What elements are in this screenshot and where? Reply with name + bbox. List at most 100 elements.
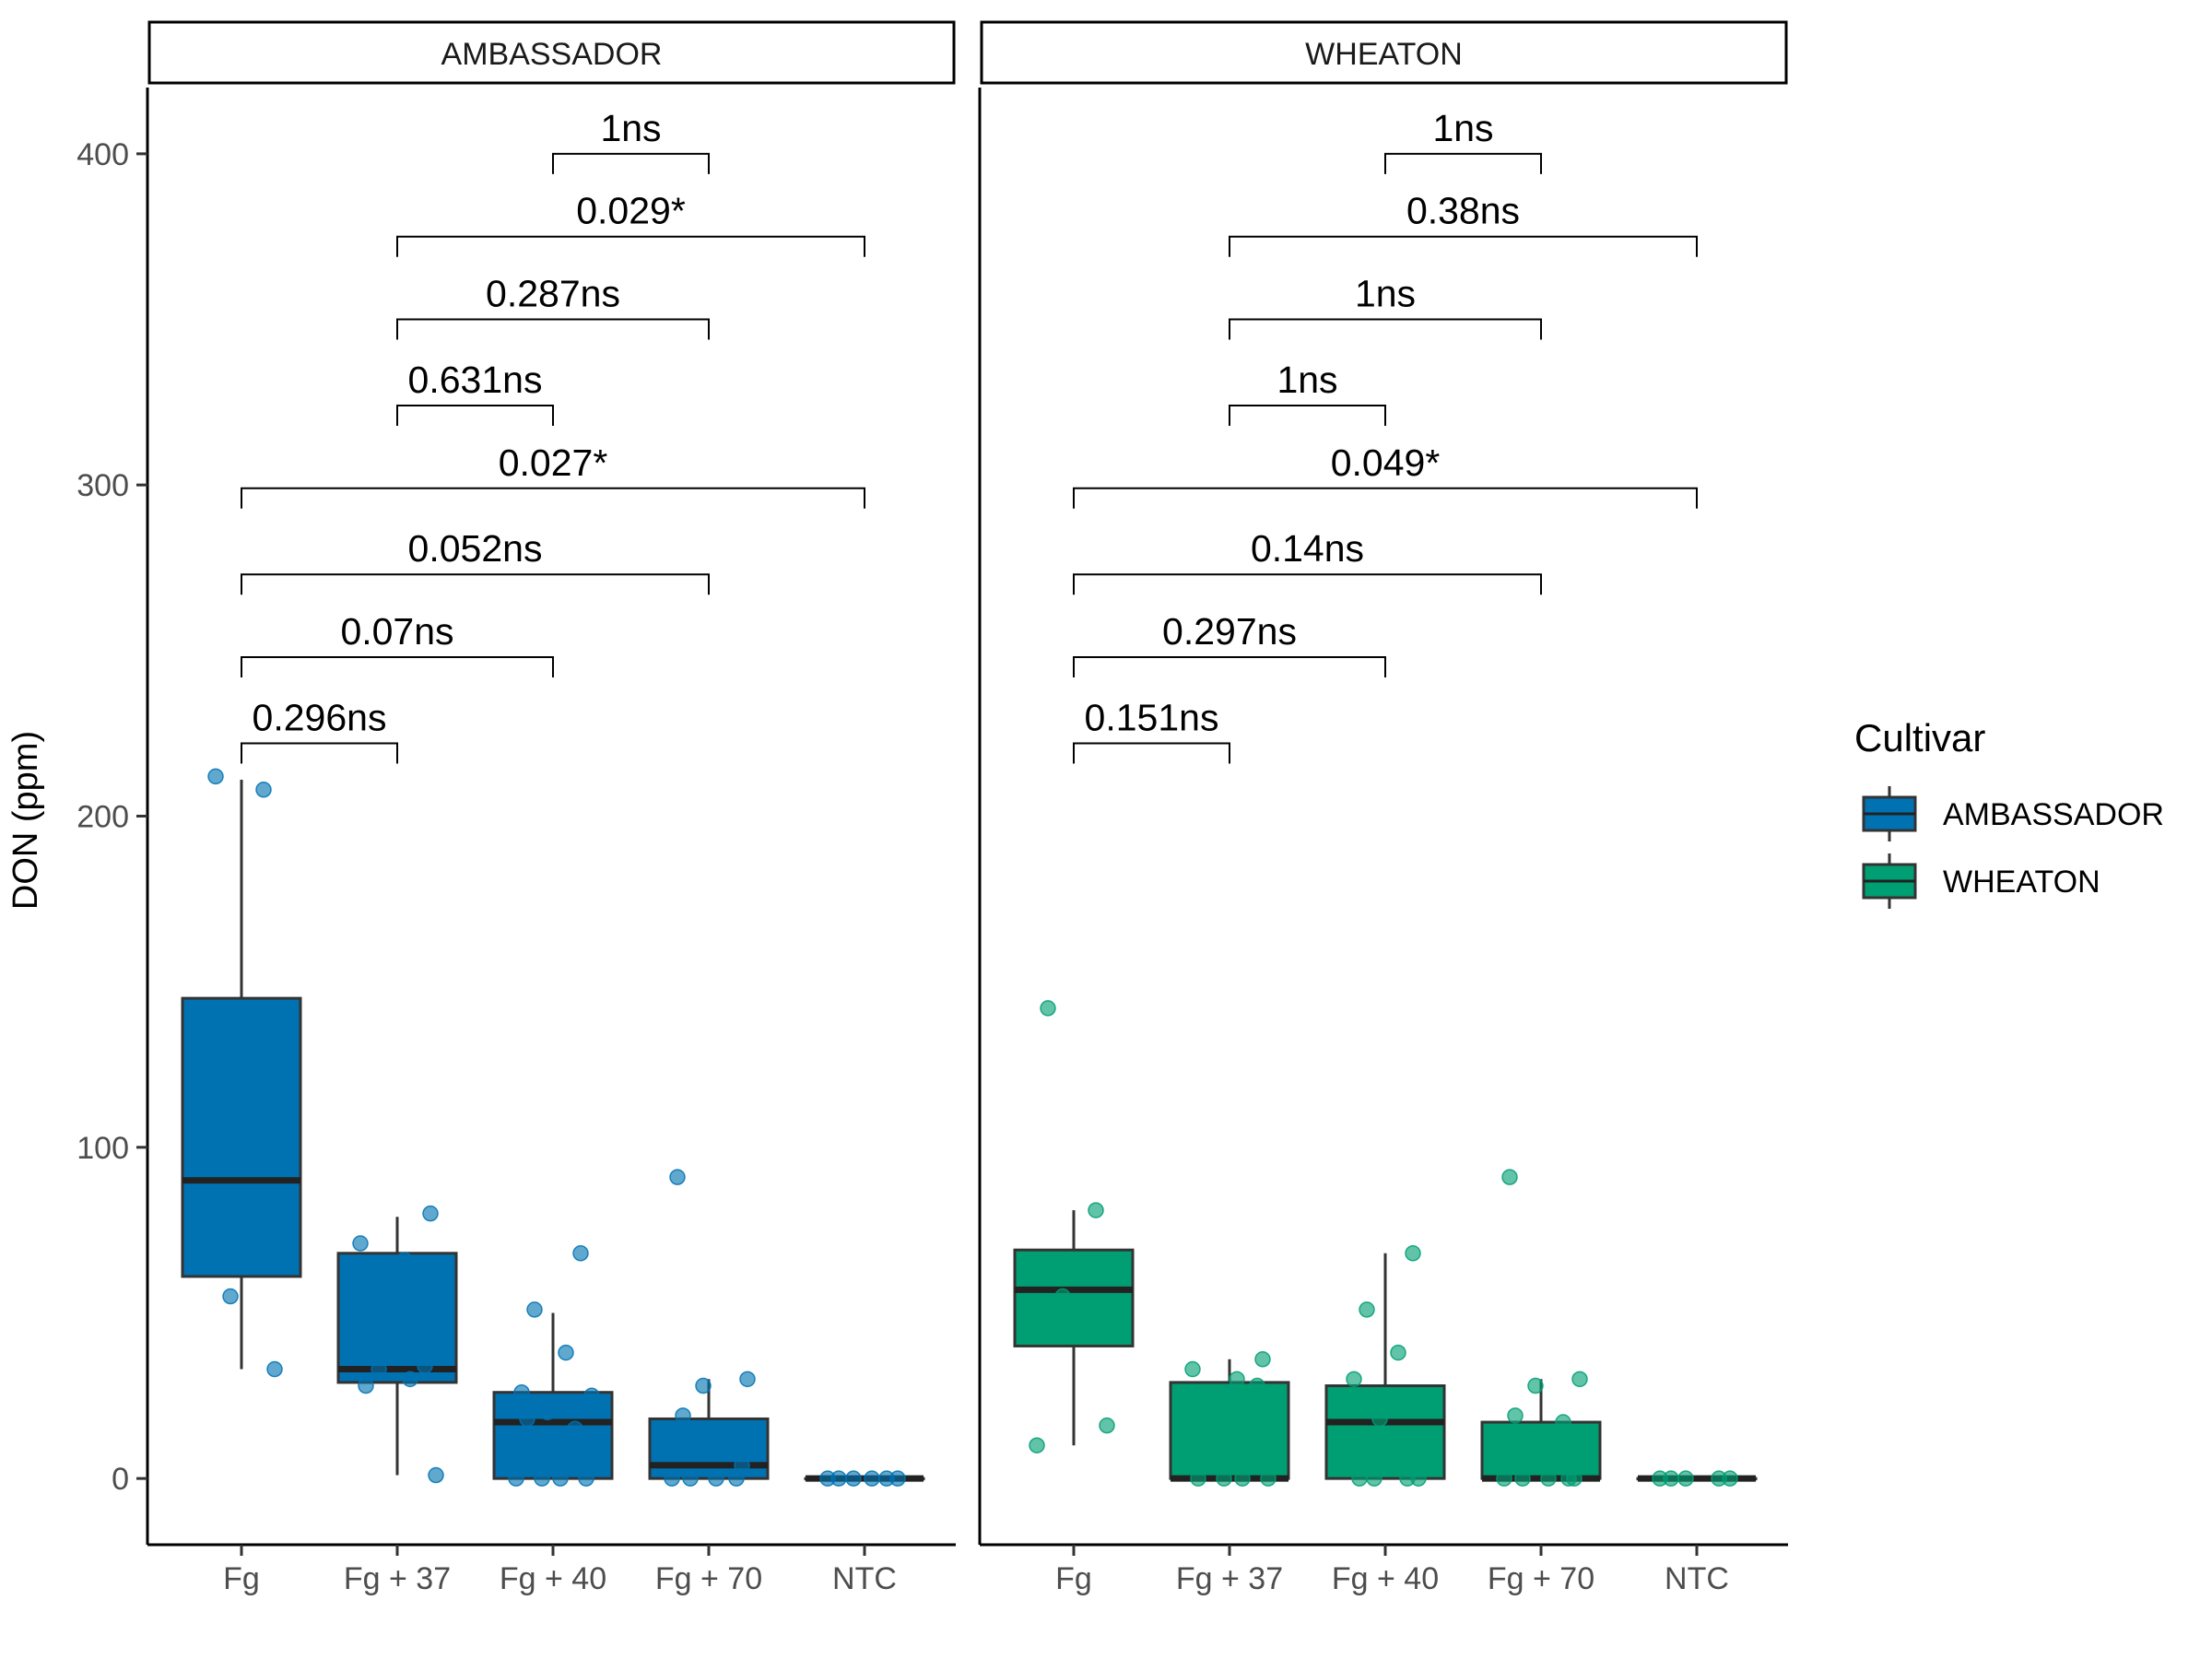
data-point [664,1470,680,1487]
y-tick-label: 400 [76,137,129,172]
comparison-bracket: 0.287ns [396,273,710,340]
bracket-line [1073,573,1542,595]
bracket-line [396,404,554,426]
bracket-line [396,235,865,257]
bracket-label: 0.052ns [408,527,543,570]
comparison-bracket: 0.049* [1073,441,1698,509]
box-fg-40 [1324,1253,1446,1480]
x-tick-label: Fg [1055,1561,1092,1596]
data-point [552,1470,569,1487]
strip-label: AMBASSADOR [441,37,663,72]
data-point [734,1457,750,1474]
data-point [1722,1470,1738,1487]
box-fg [181,779,302,1370]
bracket-label: 0.151ns [1085,696,1219,738]
data-point [358,1377,374,1394]
bracket-line [241,656,554,678]
data-point [1652,1470,1668,1487]
bracket-line [241,573,710,595]
data-point [572,1245,589,1262]
data-point [682,1470,699,1487]
data-point [1501,1169,1518,1185]
data-point [1416,1387,1432,1405]
data-point [675,1407,691,1424]
comparison-bracket: 0.14ns [1073,527,1542,595]
bracket-line [1229,404,1386,426]
bracket-label: 1ns [1355,273,1416,315]
data-point [1229,1371,1245,1388]
x-tick-label: Fg [223,1561,260,1596]
x-tick-label: Fg + 70 [1488,1561,1594,1596]
bracket-label: 0.631ns [408,359,543,401]
data-point [1088,1202,1104,1218]
data-point [1346,1371,1362,1388]
facet-panels: AMBASSADOR Fg Fg + 37 Fg + 40 Fg + 70 NTC 0.29… [146,20,1788,1596]
bracket-label: 0.297ns [1162,610,1297,653]
y-tick-label: 300 [76,468,129,503]
data-point [889,1470,906,1487]
y-tick-label: 0 [112,1462,129,1497]
data-point [1540,1470,1557,1487]
panel-ambassador: AMBASSADOR Fg Fg + 37 Fg + 40 Fg + 70 NTC 0.29… [146,20,956,1596]
box-iqr [492,1391,614,1480]
data-point [539,1404,556,1421]
comparison-bracket: 1ns [1229,273,1542,340]
data-point [728,1470,745,1487]
data-point [1410,1470,1427,1487]
data-point [1216,1470,1232,1487]
comparison-bracket: 1ns [1229,359,1386,426]
data-point [1571,1371,1588,1388]
bracket-line [241,487,865,509]
data-point [1514,1470,1531,1487]
data-point [1507,1407,1524,1424]
data-point [1234,1470,1251,1487]
data-point [1029,1437,1045,1453]
legend: Cultivar AMBASSADOR WHEATON [1854,716,2164,909]
data-point [266,1360,283,1378]
data-point [1522,1430,1538,1447]
bracket-label: 0.027* [499,441,608,484]
bracket-line [241,742,398,764]
comparison-bracket: 0.631ns [396,359,554,426]
x-tick-label: NTC [1665,1561,1729,1596]
bracket-line [1229,318,1542,340]
data-point [1040,1000,1056,1017]
x-tick-label: Fg + 70 [655,1561,762,1596]
data-point [1184,1360,1201,1378]
legend-entry-ambassador: AMBASSADOR [1862,786,2164,841]
strip-label: WHEATON [1305,37,1463,72]
data-point [1099,1417,1115,1434]
data-point [352,1235,369,1252]
data-point [1390,1344,1406,1361]
data-point [1677,1470,1694,1487]
data-point [1203,1387,1219,1405]
comparison-bracket: 0.151ns [1073,696,1230,764]
x-tick-label: Fg + 40 [500,1561,606,1596]
box-iqr [1480,1420,1602,1480]
bracket-label: 0.287ns [486,273,620,315]
data-point [1560,1470,1577,1487]
data-point [583,1387,600,1405]
bracket-label: 1ns [600,107,661,149]
data-point [669,1169,686,1185]
strip-ambassador [147,20,956,85]
panel-wheaton: WHEATON Fg Fg + 37 Fg + 40 Fg + 70 NTC 0.151ns… [978,20,1788,1596]
box-fg [1013,1210,1135,1446]
data-point [255,782,272,798]
box-iqr [181,996,302,1278]
data-point [1351,1470,1368,1487]
data-point [1054,1288,1071,1305]
data-point [513,1383,530,1401]
y-tick-label: 100 [76,1131,129,1166]
x-tick-label: NTC [832,1561,897,1596]
data-point [519,1410,535,1428]
box-iqr [336,1252,458,1384]
comparison-bracket: 0.027* [241,441,865,509]
comparison-bracket: 1ns [552,107,710,174]
data-point [558,1344,574,1361]
data-point [417,1358,433,1374]
legend-title: Cultivar [1854,716,1985,759]
legend-entry-label: AMBASSADOR [1943,797,2164,832]
y-axis: 0 100 200 300 400 [76,137,147,1497]
